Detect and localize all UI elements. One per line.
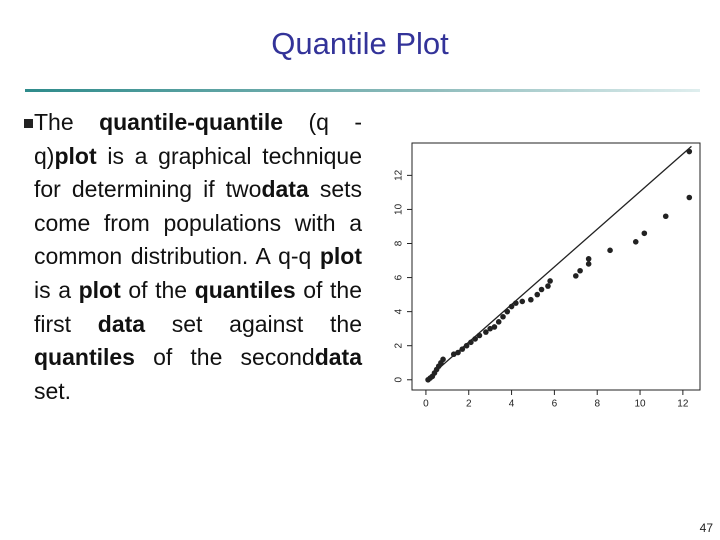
x-tick-label: 4 — [509, 399, 515, 410]
point — [504, 308, 511, 315]
bold-run: quantiles — [34, 344, 135, 371]
title-rule — [25, 89, 700, 92]
point — [491, 324, 498, 330]
point — [547, 278, 553, 284]
bold-run: plot — [54, 142, 97, 169]
point — [585, 256, 592, 262]
y-tick-label: 4 — [394, 308, 405, 314]
bold-run: quantiles — [194, 276, 296, 303]
point — [425, 376, 431, 383]
point — [607, 247, 613, 254]
text-run: sets come from populations with a common… — [34, 176, 362, 270]
slide-title: Quantile Plot — [271, 26, 449, 61]
plot-frame — [411, 142, 701, 391]
point — [573, 273, 579, 279]
text-run: (q -q) — [34, 109, 363, 169]
y-tick-label: 8 — [394, 240, 405, 246]
point — [641, 230, 648, 237]
point — [500, 313, 506, 320]
bold-run: data — [314, 344, 362, 371]
bold-run: plot — [78, 276, 121, 303]
point — [585, 261, 592, 267]
point — [483, 329, 489, 335]
point — [472, 336, 478, 342]
text-run: of the first — [34, 276, 362, 337]
point — [545, 283, 551, 289]
point — [455, 349, 461, 356]
text-run: of the second — [134, 344, 315, 371]
point — [577, 267, 583, 274]
point — [508, 303, 515, 310]
x-tick-label: 0 — [423, 399, 429, 410]
point — [632, 239, 639, 245]
x-tick-label: 2 — [466, 399, 472, 410]
point — [487, 325, 493, 332]
x-tick-label: 12 — [677, 399, 689, 410]
point — [686, 148, 693, 155]
y-tick-label: 12 — [394, 169, 405, 181]
point — [459, 346, 466, 352]
bullet-text: The quantile-quantile (q -q)plot is a gr… — [34, 106, 362, 408]
text-run: is a — [34, 276, 79, 303]
point — [495, 319, 502, 325]
y-tick-label: 0 — [394, 377, 405, 383]
point — [538, 286, 545, 293]
text-run: set against the — [145, 310, 362, 337]
text-run: is a graphical technique for determining… — [34, 142, 362, 203]
bold-run: plot — [319, 243, 362, 270]
point — [513, 300, 519, 306]
page-number: 47 — [699, 521, 713, 535]
text-run: The — [34, 109, 100, 135]
bold-run: quantile-quantile — [99, 109, 284, 135]
point — [450, 351, 457, 358]
x-tick-label: 10 — [634, 399, 646, 410]
point — [463, 342, 470, 349]
point — [519, 298, 526, 305]
x-tick-label: 6 — [552, 399, 558, 410]
y-tick-label: 10 — [394, 203, 405, 215]
point — [534, 291, 541, 298]
text-run: set. — [34, 377, 72, 404]
point — [468, 339, 474, 346]
qq-chart: 0 2 4 6 8 10 12 0 2 4 6 8 10 12 — [394, 142, 701, 410]
point — [686, 194, 693, 201]
text-run: of the — [120, 276, 195, 303]
bullet — [24, 119, 33, 128]
y-tick-label: 6 — [394, 274, 405, 280]
bold-run: data — [97, 310, 146, 337]
point — [528, 296, 534, 303]
bold-run: data — [261, 176, 309, 203]
point — [662, 213, 669, 220]
point — [476, 332, 483, 339]
x-tick-label: 8 — [594, 399, 600, 410]
y-tick-label: 2 — [394, 342, 405, 348]
